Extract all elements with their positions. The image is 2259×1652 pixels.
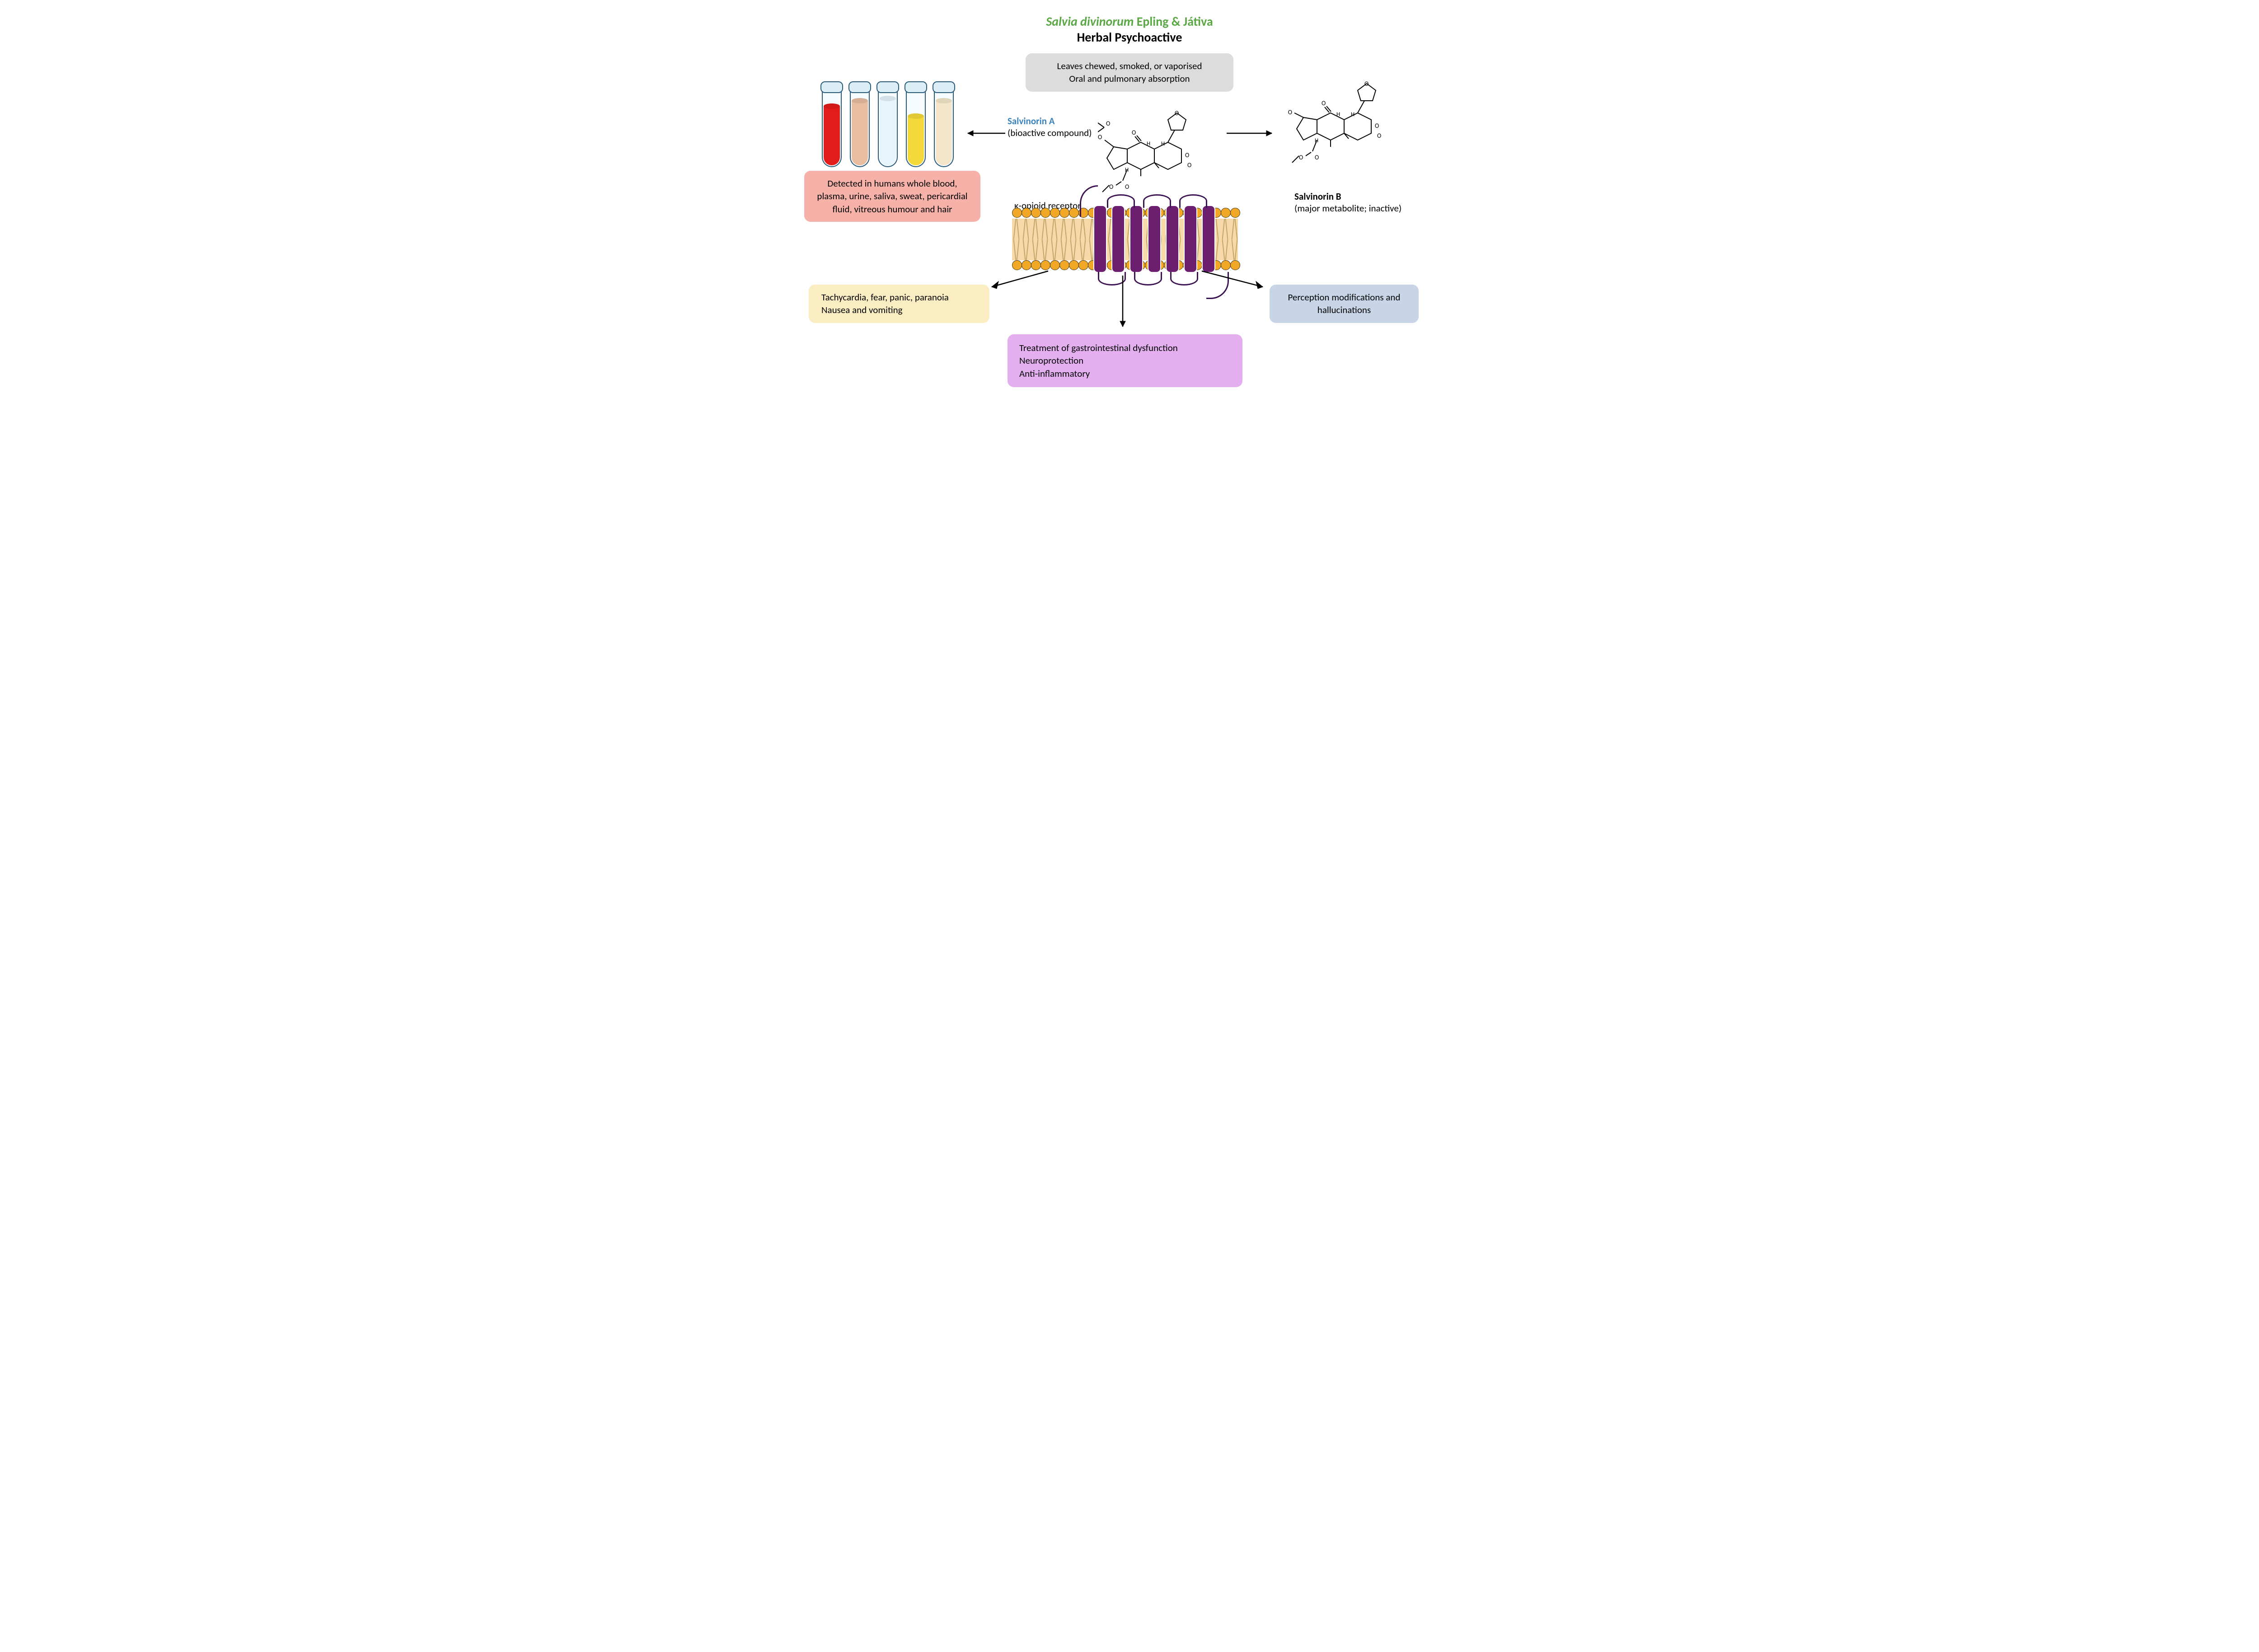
svg-text:O: O: [1098, 133, 1102, 141]
arrow-receptor-to-adverse: [985, 269, 1053, 291]
svg-text:H: H: [1161, 140, 1165, 147]
arrow-to-tubes: [962, 126, 1008, 140]
therapeutic-line3: Anti-inflammatory: [1019, 367, 1231, 380]
salvinorin-b-desc: (major metabolite; inactive): [1294, 202, 1401, 214]
membrane-receptor-icon: [1012, 208, 1238, 271]
test-tube: [850, 81, 870, 167]
test-tubes-icon: [813, 77, 962, 167]
svg-text:O: O: [1125, 183, 1129, 191]
title-subtitle: Herbal Psychoactive: [971, 29, 1288, 45]
salvinorin-b-structure-icon: O O O HO O H H H O O: [1288, 75, 1392, 187]
title-species: Salvia divinorum: [1046, 14, 1134, 29]
adverse-effects-box: Tachycardia, fear, panic, paranoia Nause…: [809, 285, 989, 323]
test-tube: [906, 81, 926, 167]
svg-text:H: H: [1351, 111, 1354, 118]
adverse-line2: Nausea and vomiting: [821, 304, 980, 316]
title-line1: Salvia divinorum Epling & Játiva: [971, 14, 1288, 29]
svg-text:H: H: [1147, 140, 1150, 147]
test-tube: [934, 81, 954, 167]
svg-text:O: O: [1375, 122, 1379, 130]
adverse-line1: Tachycardia, fear, panic, paranoia: [821, 291, 980, 304]
arrow-to-salb: [1224, 126, 1279, 140]
svg-text:O: O: [1299, 154, 1303, 161]
salvinorin-a-label: Salvinorin A (bioactive compound): [1008, 115, 1092, 139]
admin-line2: Oral and pulmonary absorption: [1036, 72, 1223, 85]
svg-text:HO: HO: [1288, 108, 1292, 116]
svg-text:O: O: [1187, 161, 1191, 169]
svg-text:O: O: [1315, 154, 1319, 161]
svg-text:H: H: [1336, 111, 1340, 118]
administration-box: Leaves chewed, smoked, or vaporised Oral…: [1026, 53, 1233, 92]
title-block: Salvia divinorum Epling & Játiva Herbal …: [971, 14, 1288, 45]
svg-text:O: O: [1322, 99, 1326, 107]
salvinorin-a-name: Salvinorin A: [1008, 115, 1055, 127]
diagram-container: Salvia divinorum Epling & Játiva Herbal …: [791, 14, 1468, 420]
title-authors: Epling & Játiva: [1134, 14, 1213, 29]
therapeutic-box: Treatment of gastrointestinal dysfunctio…: [1008, 334, 1242, 387]
perception-box: Perception modifications and hallucinati…: [1270, 285, 1419, 323]
svg-text:O: O: [1109, 183, 1113, 191]
therapeutic-line2: Neuroprotection: [1019, 354, 1231, 367]
salvinorin-b-name: Salvinorin B: [1294, 191, 1401, 202]
salvinorin-b-label: Salvinorin B (major metabolite; inactive…: [1294, 191, 1401, 214]
therapeutic-line1: Treatment of gastrointestinal dysfunctio…: [1019, 342, 1231, 354]
svg-text:O: O: [1132, 129, 1136, 136]
salvinorin-a-desc: (bioactive compound): [1008, 127, 1092, 139]
arrow-receptor-to-perception: [1197, 269, 1270, 291]
arrow-receptor-to-therapeutic: [1116, 273, 1130, 332]
svg-text:O: O: [1106, 120, 1110, 127]
test-tube: [822, 81, 842, 167]
admin-line1: Leaves chewed, smoked, or vaporised: [1036, 60, 1223, 72]
svg-text:O: O: [1175, 109, 1179, 117]
svg-text:O: O: [1185, 151, 1189, 159]
svg-text:O: O: [1377, 132, 1381, 140]
detection-box: Detected in humans whole blood, plasma, …: [804, 171, 980, 222]
svg-text:O: O: [1364, 80, 1369, 88]
test-tube: [878, 81, 898, 167]
